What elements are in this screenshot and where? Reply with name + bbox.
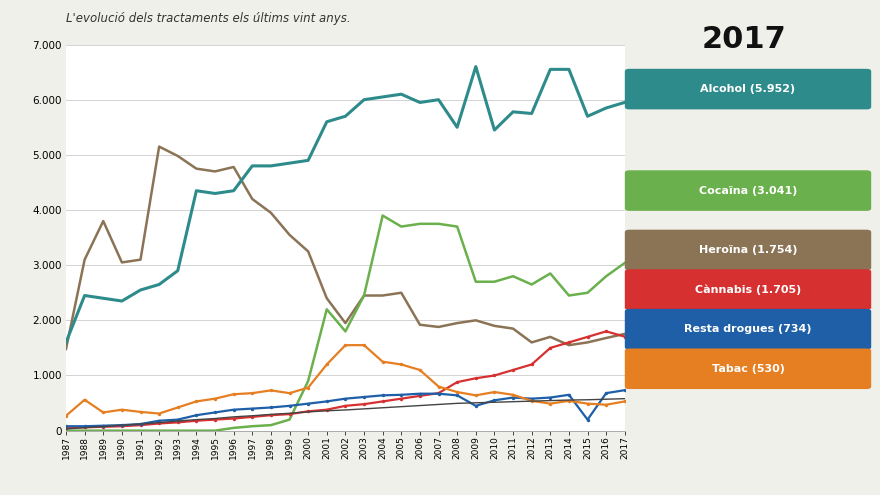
Text: Cànnabis (1.705): Cànnabis (1.705): [695, 284, 801, 295]
Text: Cocaïna (3.041): Cocaïna (3.041): [699, 186, 797, 196]
Text: Heroïna (1.754): Heroïna (1.754): [699, 245, 797, 255]
Text: Tabac (530): Tabac (530): [712, 364, 784, 374]
Text: 2017: 2017: [701, 25, 786, 54]
Text: Resta drogues (734): Resta drogues (734): [685, 324, 811, 334]
Text: Alcohol (5.952): Alcohol (5.952): [700, 84, 796, 94]
Text: L'evolució dels tractaments els últims vint anys.: L'evolució dels tractaments els últims v…: [66, 12, 350, 25]
